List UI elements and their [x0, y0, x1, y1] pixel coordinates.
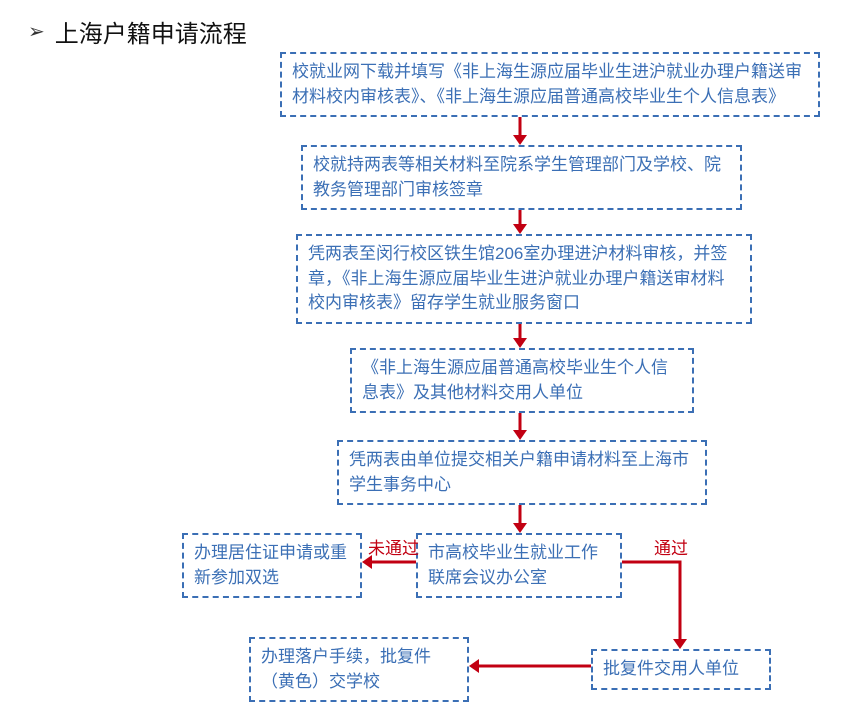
flow-node-text: 校就持两表等相关材料至院系学生管理部门及学校、院教务管理部门审核签章 — [313, 155, 721, 199]
flow-node-n5: 凭两表由单位提交相关户籍申请材料至上海市学生事务中心 — [337, 440, 707, 505]
flow-node-n8: 批复件交用人单位 — [591, 649, 771, 690]
chevron-right-icon: ➢ — [28, 22, 45, 42]
flow-node-n2: 校就持两表等相关材料至院系学生管理部门及学校、院教务管理部门审核签章 — [301, 145, 742, 210]
page-title-row: ➢ 上海户籍申请流程 — [28, 14, 247, 49]
flow-node-text: 批复件交用人单位 — [603, 659, 739, 678]
flow-node-text: 办理居住证申请或重新参加双选 — [194, 543, 347, 587]
flow-node-n9: 办理落户手续，批复件（黄色）交学校 — [249, 637, 469, 702]
flow-node-n1: 校就业网下载并填写《非上海生源应届毕业生进沪就业办理户籍送审材料校内审核表》、《… — [280, 52, 820, 117]
flow-node-n3: 凭两表至闵行校区铁生馆206室办理进沪材料审核，并签章，《非上海生源应届毕业生进… — [296, 234, 752, 324]
flow-node-text: 校就业网下载并填写《非上海生源应届毕业生进沪就业办理户籍送审材料校内审核表》、《… — [292, 62, 802, 106]
flow-node-text: 《非上海生源应届普通高校毕业生个人信息表》及其他材料交用人单位 — [362, 358, 668, 402]
edge-label-n6-n8: 通过 — [654, 534, 688, 559]
flow-node-n6: 市高校毕业生就业工作联席会议办公室 — [416, 533, 622, 598]
page-title: 上海户籍申请流程 — [55, 14, 247, 49]
flow-node-n7: 办理居住证申请或重新参加双选 — [182, 533, 362, 598]
flow-node-text: 凭两表至闵行校区铁生馆206室办理进沪材料审核，并签章，《非上海生源应届毕业生进… — [308, 244, 727, 312]
edge-label-n6-n7: 未通过 — [368, 534, 419, 559]
flow-node-text: 凭两表由单位提交相关户籍申请材料至上海市学生事务中心 — [349, 450, 689, 494]
flow-node-text: 市高校毕业生就业工作联席会议办公室 — [428, 543, 598, 587]
flow-node-n4: 《非上海生源应届普通高校毕业生个人信息表》及其他材料交用人单位 — [350, 348, 694, 413]
flow-node-text: 办理落户手续，批复件（黄色）交学校 — [261, 647, 431, 691]
